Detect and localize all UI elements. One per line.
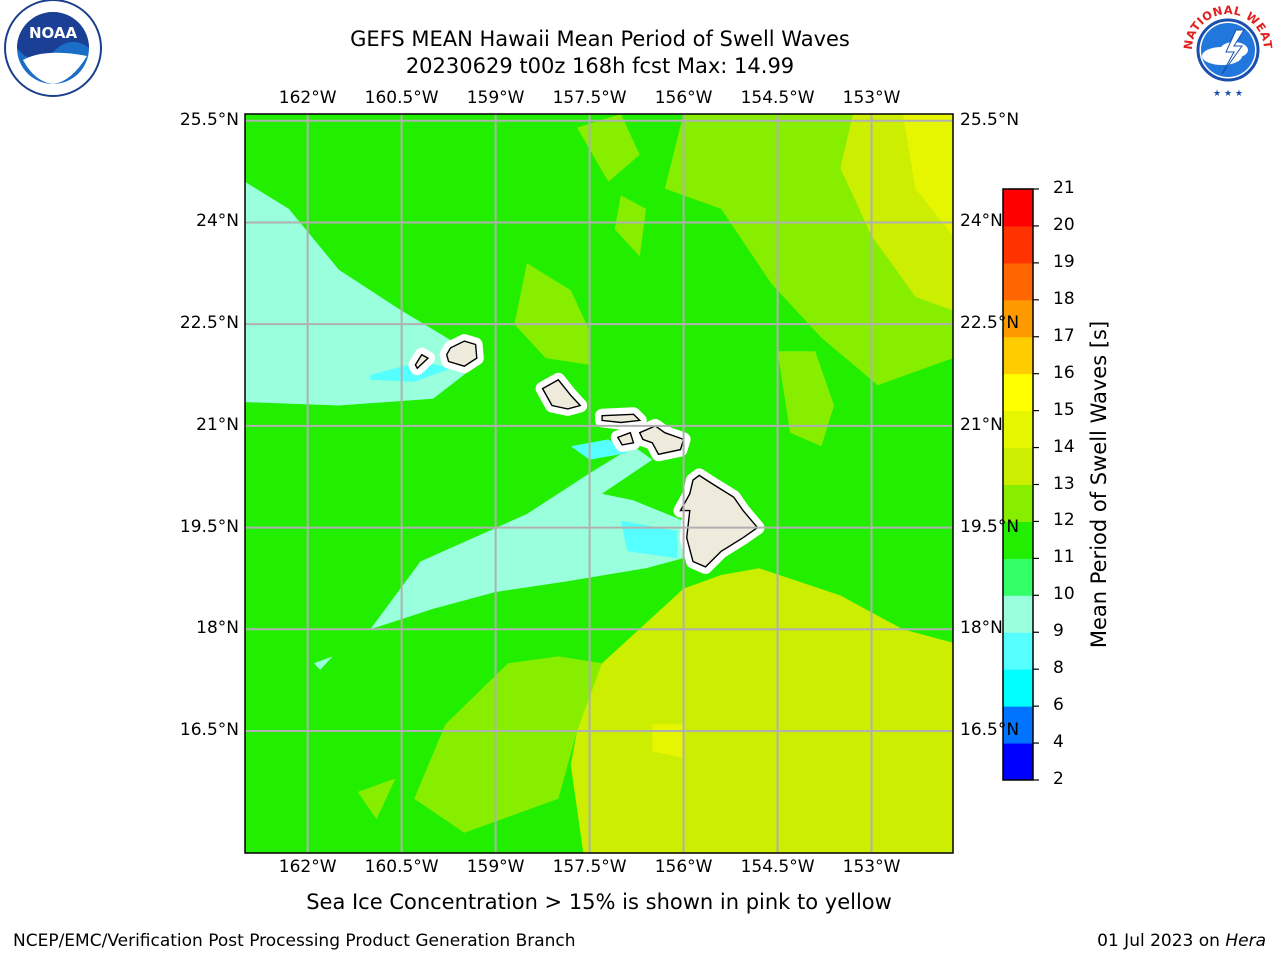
colorbar-tick-label: 19	[1053, 251, 1075, 272]
lon-tick-label-top: 157.5°W	[552, 88, 627, 108]
lat-tick-label-right: 21°N	[960, 414, 1003, 435]
colorbar-label: Mean Period of Swell Waves [s]	[1087, 321, 1111, 648]
colorbar-segment	[1003, 225, 1033, 264]
swell-region-8-9-3	[570, 439, 628, 460]
map-frame	[244, 113, 954, 854]
lat-tick-label-right: 24°N	[960, 211, 1003, 232]
lon-tick-label-top: 160.5°W	[364, 88, 439, 108]
lon-tick-label-bottom: 153°W	[842, 857, 901, 877]
colorbar-segment	[1003, 189, 1033, 227]
colorbar-tick-label: 15	[1053, 399, 1075, 420]
colorbar-segment	[1003, 743, 1033, 781]
lon-tick-label-top: 154.5°W	[740, 88, 815, 108]
lon-tick-label-top: 162°W	[278, 88, 337, 108]
lat-tick-label-left: 19.5°N	[179, 516, 239, 537]
nws-logo: NATIONAL WEATHER SERVICE ★ ★ ★	[1176, 0, 1275, 99]
lat-tick-label-left: 24°N	[196, 211, 239, 232]
swell-region-12-13-13	[614, 195, 646, 257]
swell-region-14-15-8	[652, 724, 684, 759]
lon-tick-label-top: 153°W	[842, 88, 901, 108]
lon-tick-label-bottom: 162°W	[278, 857, 337, 877]
lat-tick-label-right: 25.5°N	[960, 109, 1020, 130]
swell-region-9-10-5	[313, 656, 333, 670]
lon-tick-label-bottom: 156°W	[654, 857, 713, 877]
lat-tick-label-left: 16.5°N	[179, 719, 239, 740]
colorbar-segment	[1003, 373, 1033, 412]
colorbar-segment	[1003, 447, 1033, 485]
colorbar-tick-label: 21	[1053, 178, 1075, 198]
colorbar-segment	[1003, 595, 1033, 633]
lat-tick-label-right: 22.5°N	[960, 313, 1020, 334]
colorbar-tick-label: 20	[1053, 214, 1075, 235]
colorbar-segment	[1003, 669, 1033, 707]
lat-tick-label-right: 18°N	[960, 618, 1003, 639]
noaa-logo-text: NOAA	[29, 24, 78, 42]
colorbar-segment	[1003, 262, 1033, 301]
svg-text:★ ★ ★: ★ ★ ★	[1213, 89, 1243, 99]
lat-tick-label-left: 25.5°N	[179, 109, 239, 130]
island-lanai	[616, 431, 635, 446]
footer-host: Hera	[1225, 931, 1266, 951]
lat-tick-label-left: 21°N	[196, 414, 239, 435]
swell-region-12-13-16	[357, 778, 396, 820]
lat-tick-label-right: 16.5°N	[960, 719, 1020, 740]
chart-title: GEFS MEAN Hawaii Mean Period of Swell Wa…	[350, 27, 850, 51]
colorbar-tick-label: 11	[1053, 547, 1075, 568]
colorbar-segment	[1003, 558, 1033, 596]
colorbar-tick-label: 17	[1053, 325, 1075, 346]
colorbar-tick-label: 10	[1053, 584, 1075, 605]
lat-tick-label-left: 18°N	[196, 618, 239, 639]
sea-ice-note: Sea Ice Concentration > 15% is shown in …	[306, 890, 892, 914]
colorbar-tick-label: 9	[1053, 621, 1064, 642]
colorbar-tick-label: 14	[1053, 436, 1075, 457]
lon-tick-label-bottom: 160.5°W	[364, 857, 439, 877]
swell-region-9-10-2	[370, 446, 684, 630]
island-maui	[638, 425, 685, 456]
swell-region-12-13-14	[777, 351, 834, 447]
chart-subtitle: 20230629 t00z 168h fcst Max: 14.99	[405, 54, 795, 78]
lon-tick-label-bottom: 157.5°W	[552, 857, 627, 877]
swell-region-12-13-7	[414, 656, 603, 833]
swell-region-13-14-6	[570, 568, 953, 853]
colorbar-segment	[1003, 410, 1033, 449]
colorbar-segment	[1003, 484, 1033, 522]
swell-region-12-13-15	[577, 114, 640, 182]
swell-region-8-9-1	[370, 361, 452, 382]
swell-region-8-9-4	[620, 520, 678, 559]
colorbar-tick-label: 4	[1053, 732, 1064, 753]
colorbar-tick-label: 18	[1053, 288, 1075, 309]
colorbar-segment	[1003, 336, 1033, 375]
swell-region-14-15-10	[902, 114, 953, 236]
island-molokai	[601, 413, 642, 424]
footer-date-text: 01 Jul 2023 on	[1097, 931, 1226, 951]
noaa-logo: NOAA	[4, 0, 102, 97]
colorbar-segment	[1003, 299, 1033, 338]
colorbar-tick-label: 8	[1053, 658, 1064, 679]
island-niihau	[414, 353, 430, 370]
colorbar-segment	[1003, 706, 1033, 744]
lon-tick-label-bottom: 159°W	[466, 857, 525, 877]
swell-region-12-13-11	[664, 114, 953, 386]
footer-branch: NCEP/EMC/Verification Post Processing Pr…	[13, 931, 576, 951]
lat-tick-label-right: 19.5°N	[960, 516, 1020, 537]
lat-tick-label-left: 22.5°N	[179, 313, 239, 334]
lon-tick-label-top: 159°W	[466, 88, 525, 108]
colorbar-segment	[1003, 521, 1033, 559]
colorbar-tick-label: 12	[1053, 510, 1075, 531]
footer-date: 01 Jul 2023 on Hera	[1097, 931, 1266, 951]
colorbar-tick-label: 2	[1053, 769, 1064, 789]
island-oahu	[541, 378, 582, 410]
lon-tick-label-bottom: 154.5°W	[740, 857, 815, 877]
swell-region-12-13-12	[514, 263, 590, 365]
colorbar-segment	[1003, 632, 1033, 670]
colorbar-tick-label: 6	[1053, 695, 1064, 716]
lon-tick-label-top: 156°W	[654, 88, 713, 108]
island-kauai	[445, 340, 478, 367]
colorbar-tick-label: 13	[1053, 473, 1075, 494]
colorbar-tick-label: 16	[1053, 362, 1075, 383]
